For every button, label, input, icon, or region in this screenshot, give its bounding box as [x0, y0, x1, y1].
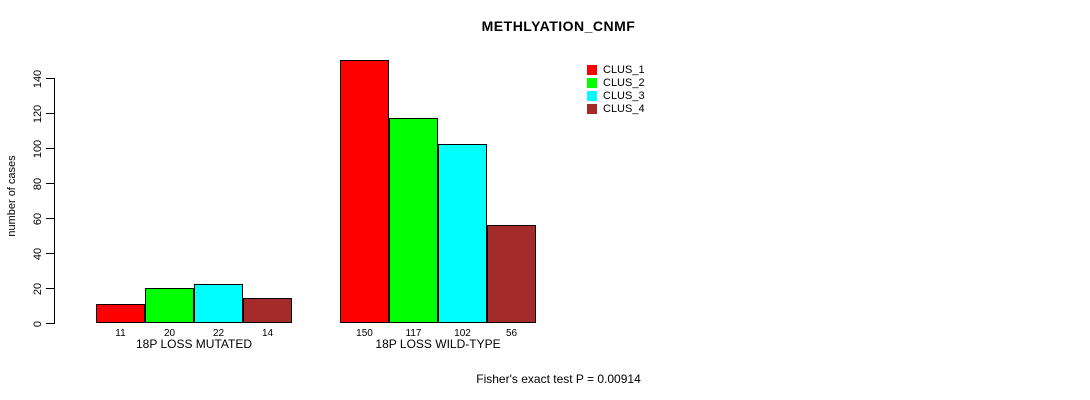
bar-value-label: 11 — [115, 328, 126, 339]
legend-label: CLUS_3 — [603, 89, 645, 102]
legend-item: CLUS_1 — [587, 63, 645, 76]
x-group-label: 18P LOSS MUTATED — [135, 337, 253, 351]
bar-clus_4-group2 — [487, 225, 536, 323]
bar-clus_3-group2 — [438, 144, 487, 323]
legend-color-swatch — [587, 103, 597, 114]
bar-value-label: 22 — [212, 328, 225, 339]
y-tick-mark — [46, 113, 54, 114]
y-axis-line — [54, 78, 55, 324]
bar-value-label: 20 — [163, 328, 176, 339]
bar-clus_3-group1 — [194, 284, 243, 323]
bar-clus_4-group1 — [243, 298, 292, 323]
legend: CLUS_1 CLUS_2 CLUS_3 CLUS_4 — [587, 63, 645, 115]
y-tick-mark — [46, 183, 54, 184]
bar-value-label: 102 — [454, 328, 471, 339]
y-tick-label: 60 — [32, 212, 44, 225]
stat-annotation: Fisher's exact test P = 0.00914 — [476, 372, 641, 386]
y-tick-label: 120 — [32, 104, 44, 123]
y-tick-label: 40 — [32, 247, 44, 260]
chart-title: METHLYATION_CNMF — [481, 18, 636, 34]
y-tick-label: 100 — [32, 139, 44, 158]
legend-color-swatch — [587, 90, 597, 101]
bar-value-label: 14 — [261, 328, 274, 339]
x-group-label: 18P LOSS WILD-TYPE — [375, 337, 501, 351]
y-tick-label: 0 — [32, 320, 44, 327]
legend-item: CLUS_4 — [587, 102, 645, 115]
bar-value-label: 150 — [356, 328, 373, 339]
bar-clus_2-group2 — [389, 118, 438, 323]
y-tick-mark — [46, 253, 54, 254]
y-tick-mark — [46, 288, 54, 289]
y-tick-mark — [46, 78, 54, 79]
y-tick-label: 80 — [32, 177, 44, 190]
bar-value-label: 117 — [405, 328, 422, 339]
y-tick-label: 140 — [32, 69, 44, 88]
y-axis-label: number of cases — [6, 155, 18, 237]
bar-clus_1-group1 — [96, 304, 145, 323]
legend-color-swatch — [587, 77, 597, 88]
bar-clus_2-group1 — [145, 288, 194, 323]
legend-label: CLUS_1 — [603, 63, 645, 76]
y-tick-mark — [46, 323, 54, 324]
y-tick-mark — [46, 218, 54, 219]
legend-color-swatch — [587, 64, 597, 75]
y-tick-label: 20 — [32, 282, 44, 295]
legend-item: CLUS_2 — [587, 76, 645, 89]
legend-item: CLUS_3 — [587, 89, 645, 102]
legend-label: CLUS_2 — [603, 76, 645, 89]
legend-label: CLUS_4 — [603, 102, 645, 115]
y-tick-mark — [46, 148, 54, 149]
bar-clus_1-group2 — [340, 60, 389, 323]
bar-value-label: 56 — [505, 328, 518, 339]
